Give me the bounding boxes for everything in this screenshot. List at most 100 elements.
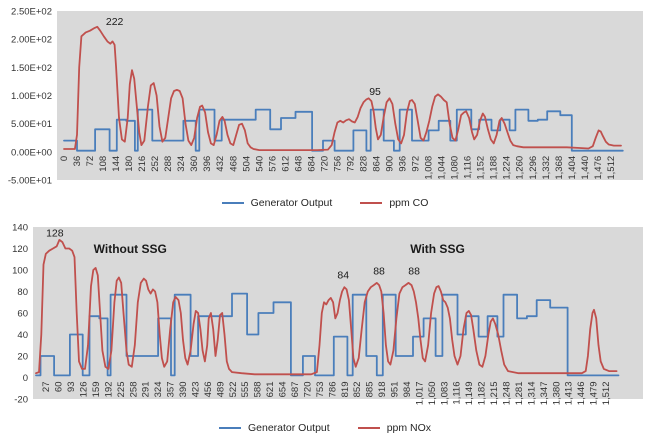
nox-chart-y-tick-label: 120 xyxy=(12,244,28,255)
co-chart-series-line-generator-output xyxy=(63,108,624,152)
co-chart-x-tick-label: 252 xyxy=(150,156,161,172)
nox-chart-annotation: With SSG xyxy=(410,242,465,256)
co-chart-x-tick-label: 900 xyxy=(385,156,396,172)
co-chart-x-tick-label: 720 xyxy=(319,156,330,172)
co-chart-x-tick-label: 1,404 xyxy=(567,156,578,180)
nox-chart-x-tick-label: 1,413 xyxy=(564,382,575,406)
nox-chart-annotation: 88 xyxy=(408,265,420,277)
co-chart-x-tick-label: 1,044 xyxy=(437,156,448,180)
co-chart-y-tick-label: 1.00E+02 xyxy=(11,91,52,102)
co-chart-x-tick-label: 324 xyxy=(176,156,187,172)
co-chart-x-tick-label: 1,224 xyxy=(502,156,513,180)
co-chart-y-tick-label: 0.00E+00 xyxy=(11,147,52,158)
co-chart-y-tick-label: 2.50E+02 xyxy=(11,7,52,18)
ppm-co-legend-label: ppm CO xyxy=(389,197,429,209)
nox-chart-series-line-generator-output xyxy=(35,292,620,377)
ppm-nox-legend-label: ppm NOx xyxy=(386,422,432,434)
nox-chart-x-tick-label: 654 xyxy=(278,382,289,398)
nox-chart-annotation: 128 xyxy=(46,228,64,240)
nox-chart-y-tick-label: 40 xyxy=(17,330,28,341)
nox-chart-x-tick-label: 27 xyxy=(41,382,52,393)
co-chart-series-line-ppm-co xyxy=(63,25,622,151)
nox-chart-x-tick-label: 522 xyxy=(228,382,239,398)
nox-chart-x-tick-label: 1,380 xyxy=(551,382,562,406)
co-chart-x-tick-label: 792 xyxy=(345,156,356,172)
nox-chart-y-tick-label: 20 xyxy=(17,352,28,363)
nox-chart-x-tick-label: 1,512 xyxy=(601,382,612,406)
co-chart-x-tick-label: 468 xyxy=(228,156,239,172)
co-chart-x-tick-label: 288 xyxy=(163,156,174,172)
nox-chart-x-tick-label: 555 xyxy=(240,382,251,398)
co-chart-x-tick-label: 1,260 xyxy=(515,156,526,180)
nox-chart-x-tick-label: 621 xyxy=(265,382,276,398)
legend-item-generator-output: Generator Output xyxy=(221,196,333,210)
nox-chart-x-tick-label: 1,479 xyxy=(589,382,600,406)
co-chart-annotation: 222 xyxy=(106,16,124,28)
co-chart-x-tick-label: 108 xyxy=(98,156,109,172)
co-chart-x-tick-label: 0 xyxy=(59,156,70,161)
co-chart-x-tick-label: 1,116 xyxy=(463,156,474,179)
nox-chart-x-tick-label: 192 xyxy=(103,382,114,398)
legend-item-ppm-co: ppm CO xyxy=(360,196,428,210)
co-chart-x-tick-label: 1,080 xyxy=(450,156,461,180)
nox-chart-x-tick-label: 126 xyxy=(79,382,90,398)
co-chart-x-tick-label: 144 xyxy=(111,156,122,172)
co-chart-x-tick-label: 576 xyxy=(267,156,278,172)
co-chart-x-tick-label: 972 xyxy=(411,156,422,172)
co-chart-x-tick-label: 828 xyxy=(358,156,369,172)
co-chart-x-tick-label: 396 xyxy=(202,156,213,172)
nox-chart-x-tick-label: 588 xyxy=(253,382,264,398)
nox-chart-x-tick-label: 951 xyxy=(390,382,401,398)
co-chart-x-tick-label: 864 xyxy=(372,156,383,172)
nox-chart-annotation: Without SSG xyxy=(94,242,167,256)
nox-chart-x-tick-label: 423 xyxy=(190,382,201,398)
co-chart-annotation: 95 xyxy=(369,86,381,98)
nox-chart-y-tick-label: -20 xyxy=(14,395,28,406)
co-chart-x-tick-label: 1,152 xyxy=(476,156,487,180)
nox-chart-x-tick-label: 324 xyxy=(153,382,164,398)
co-chart-x-tick-label: 36 xyxy=(72,156,83,167)
nox-chart-x-tick-label: 1,182 xyxy=(477,382,488,406)
co-chart-x-tick-label: 1,368 xyxy=(554,156,565,180)
nox-chart-y-tick-label: 60 xyxy=(17,309,28,320)
co-chart-y-tick-label: 1.50E+02 xyxy=(11,63,52,74)
ppm-nox-legend-swatch xyxy=(357,427,380,429)
co-chart-x-tick-label: 504 xyxy=(241,156,252,172)
nox-chart-x-tick-label: 819 xyxy=(340,382,351,398)
nox-chart-x-tick-label: 852 xyxy=(352,382,363,398)
co-chart-x-tick-label: 1,440 xyxy=(580,156,591,180)
nox-chart-x-tick-label: 1,215 xyxy=(489,382,500,406)
nox-chart-x-tick-label: 489 xyxy=(215,382,226,398)
nox-chart-x-tick-label: 1,314 xyxy=(526,382,537,406)
nox-chart-x-tick-label: 687 xyxy=(290,382,301,398)
nox-chart-x-tick-label: 159 xyxy=(91,382,102,398)
co-chart-plot-area xyxy=(57,11,643,180)
co-chart-x-tick-label: 360 xyxy=(189,156,200,172)
nox-chart-x-tick-label: 1,149 xyxy=(464,382,475,406)
ppm-co-legend-swatch xyxy=(360,202,383,204)
co-chart-x-tick-label: 1,188 xyxy=(489,156,500,180)
nox-chart-y-tick-label: 0 xyxy=(23,373,28,384)
nox-chart-x-tick-label: 885 xyxy=(365,382,376,398)
co-chart-x-tick-label: 684 xyxy=(306,156,317,172)
co-chart-y-tick-label: 5.00E+01 xyxy=(11,119,52,130)
generator-output-legend-swatch xyxy=(218,427,241,429)
nox-chart-x-tick-label: 390 xyxy=(178,382,189,398)
nox-chart-y-tick-label: 140 xyxy=(12,223,28,234)
generator-output-legend-label: Generator Output xyxy=(250,197,333,209)
nox-chart-annotation: 84 xyxy=(337,270,349,282)
nox-chart-x-tick-label: 720 xyxy=(302,382,313,398)
nox-chart-x-tick-label: 1,050 xyxy=(427,382,438,406)
nox-chart-x-tick-label: 258 xyxy=(128,382,139,398)
co-chart-x-tick-label: 756 xyxy=(332,156,343,172)
nox-chart-x-tick-label: 918 xyxy=(377,382,388,398)
nox-chart-x-tick-label: 456 xyxy=(203,382,214,398)
co-chart-x-tick-label: 1,008 xyxy=(424,156,435,180)
nox-chart-x-tick-label: 1,083 xyxy=(439,382,450,406)
co-chart-x-tick-label: 432 xyxy=(215,156,226,172)
co-chart-y-tick-label: -5.00E+01 xyxy=(8,176,52,187)
nox-chart-x-tick-label: 1,017 xyxy=(414,382,425,406)
co-chart-x-tick-label: 936 xyxy=(398,156,409,172)
nox-chart-series-line-ppm-nox xyxy=(35,239,618,376)
